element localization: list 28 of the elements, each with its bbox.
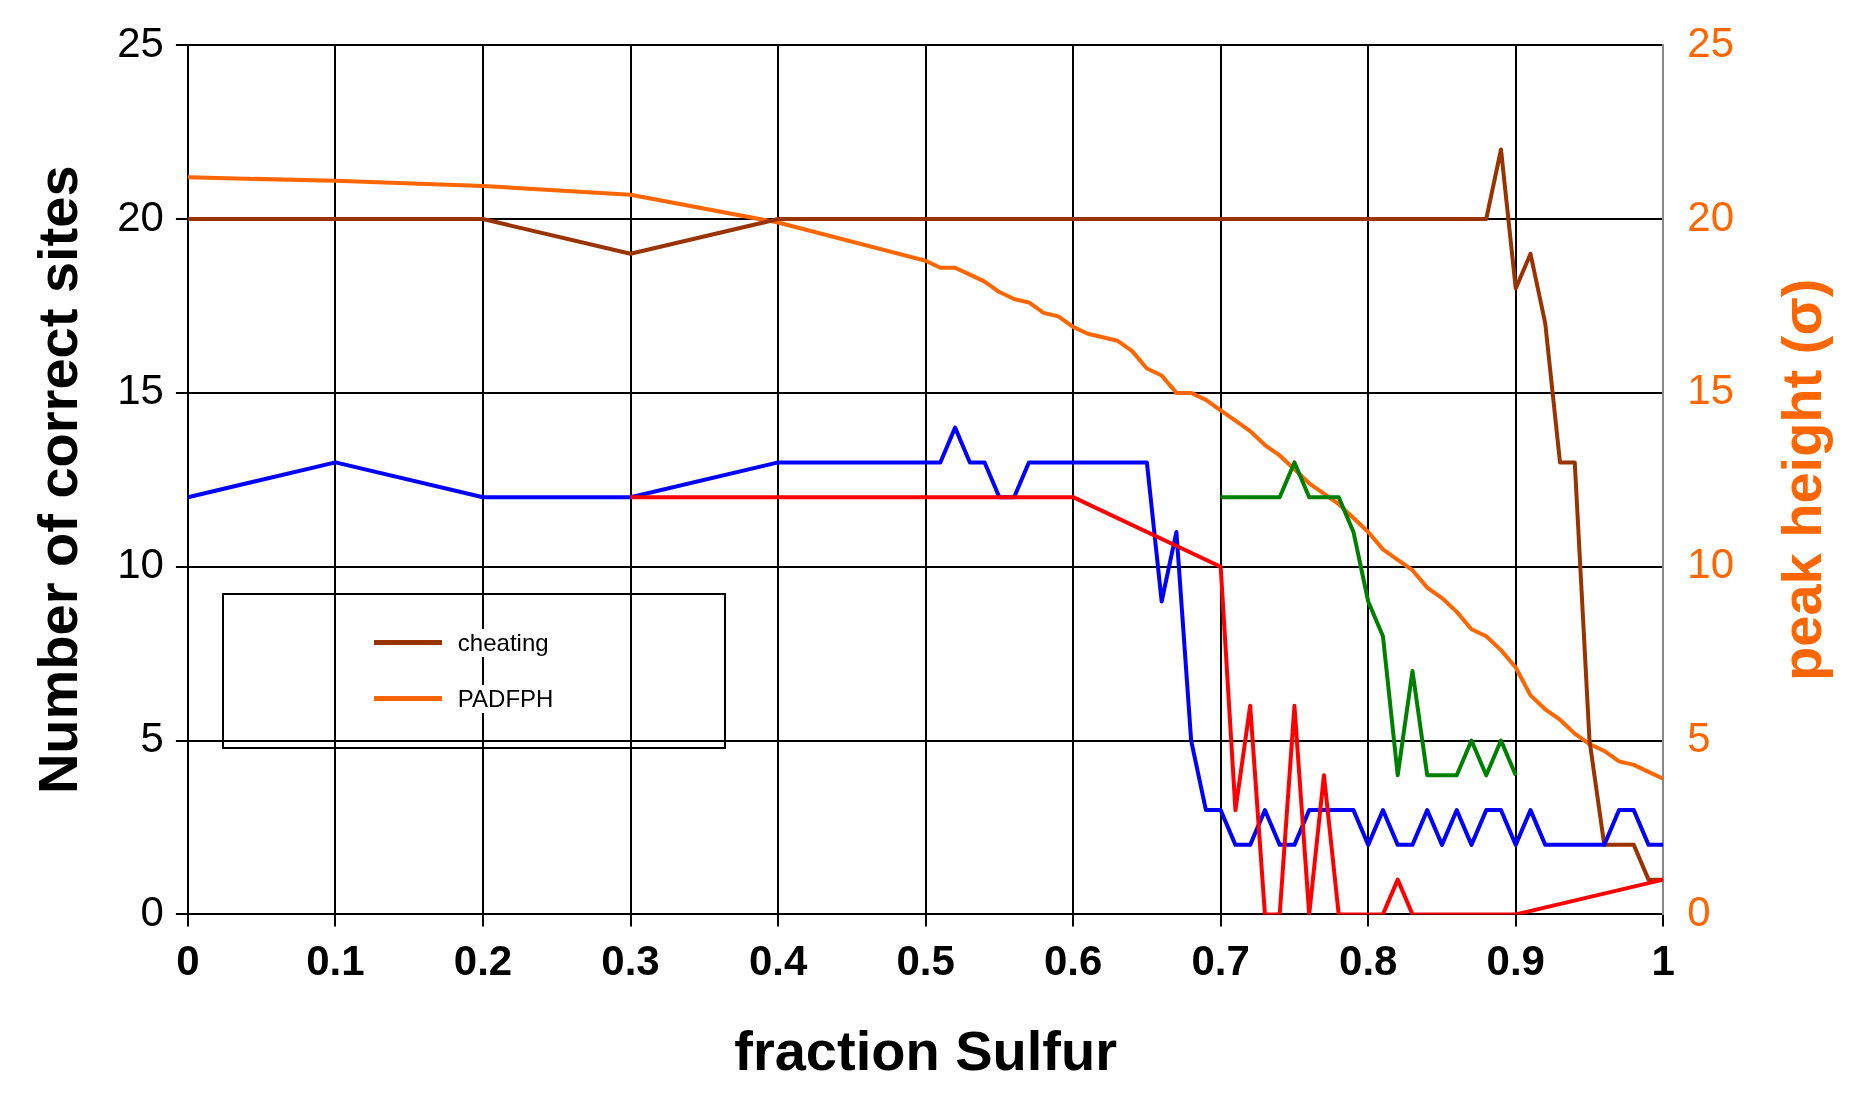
x-tick-label: 0.5 <box>896 937 955 985</box>
y2-tick-label: 15 <box>1687 366 1734 414</box>
y2-tick-label: 0 <box>1687 887 1711 935</box>
x-tick-label: 0.4 <box>748 937 808 985</box>
y2-tick-label: 5 <box>1687 714 1711 762</box>
y-tick-label: 10 <box>117 540 164 588</box>
y2-axis-title: peak height (σ) <box>1770 278 1834 681</box>
legend-label: cheating <box>453 628 553 657</box>
y-tick-label: 15 <box>117 366 164 414</box>
y-tick-label: 5 <box>140 714 164 762</box>
x-tick-label: 0.9 <box>1486 937 1545 985</box>
x-tick-label: 0.8 <box>1339 937 1398 985</box>
y-tick-label: 20 <box>117 192 164 240</box>
x-axis-title: fraction Sulfur <box>734 1018 1117 1082</box>
x-tick-label: 0.2 <box>453 937 513 985</box>
y2-tick-label: 25 <box>1687 18 1734 66</box>
x-tick-label: 0.6 <box>1043 937 1103 985</box>
y2-tick-label: 20 <box>1687 192 1734 240</box>
y-tick-label: 25 <box>117 18 164 66</box>
x-tick-label: 1 <box>1651 937 1675 985</box>
x-tick-label: 0.1 <box>306 937 365 985</box>
y-axis-title: Number of correct sites <box>26 165 90 795</box>
x-tick-label: 0.3 <box>601 937 660 985</box>
legend-label: PADFPH <box>453 684 558 713</box>
y-tick-label: 0 <box>140 887 164 935</box>
x-tick-label: 0 <box>176 937 200 985</box>
x-tick-label: 0.7 <box>1191 937 1250 985</box>
y2-tick-label: 10 <box>1687 540 1734 588</box>
